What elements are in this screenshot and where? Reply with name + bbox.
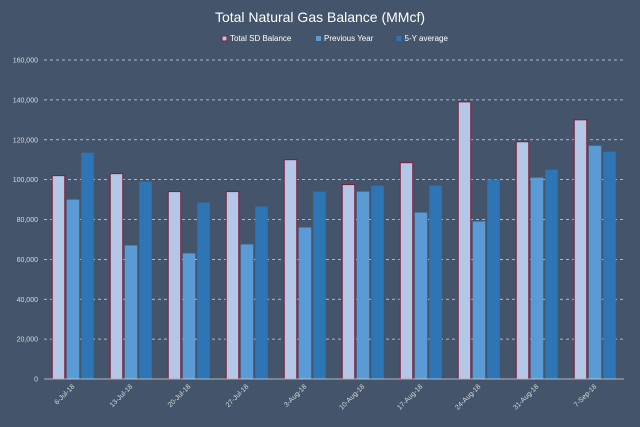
y-tick-label: 160,000: [13, 58, 38, 65]
bar-previous-year: [356, 191, 370, 379]
bar-previous-year: [414, 212, 428, 379]
bar-5-y-average: [255, 206, 268, 379]
x-tick-label: 27-Jul-18: [225, 383, 251, 409]
legend-swatch: [221, 35, 228, 42]
bar-5-y-average: [197, 202, 210, 379]
x-tick-label: 13-Jul-18: [109, 383, 135, 409]
bar-total-sd-balance: [515, 141, 530, 380]
bar-5-y-average: [487, 179, 500, 379]
bar-5-y-average: [313, 191, 326, 379]
legend-label: 5-Y average: [405, 34, 449, 43]
x-tick-label: 17-Aug-18: [396, 383, 424, 411]
legend-label: Total SD Balance: [230, 34, 292, 43]
y-tick-label: 40,000: [17, 297, 39, 304]
x-tick-label: 20-Jul-18: [167, 383, 193, 409]
legend-swatch: [316, 36, 321, 41]
x-tick-label: 31-Aug-18: [512, 383, 540, 411]
y-tick-label: 140,000: [13, 97, 38, 104]
x-tick-label: 24-Aug-18: [454, 383, 482, 411]
bar-total-sd-balance: [399, 162, 414, 380]
bar-previous-year: [66, 199, 80, 379]
bar-total-sd-balance: [225, 191, 240, 380]
bar-total-sd-balance: [573, 119, 588, 380]
x-tick-label: 10-Aug-18: [338, 383, 366, 411]
y-tick-label: 120,000: [13, 137, 38, 144]
chart-title: Total Natural Gas Balance (MMcf): [215, 9, 425, 25]
bar-total-sd-balance: [283, 159, 298, 380]
y-tick-label: 100,000: [13, 177, 38, 184]
y-tick-label: 20,000: [17, 337, 39, 344]
bar-total-sd-balance: [51, 175, 66, 380]
legend-label: Previous Year: [324, 34, 374, 43]
y-tick-label: 60,000: [17, 257, 39, 264]
x-axis-ticks: 6-Jul-18 13-Jul-18 20-Jul-18 27-Jul-18 3-Aug…: [54, 383, 599, 411]
x-tick-label: 3-Aug-18: [283, 383, 308, 408]
bar-total-sd-balance: [167, 191, 182, 380]
bar-previous-year: [240, 244, 254, 379]
y-tick-label: 0: [34, 377, 38, 384]
bar-previous-year: [588, 145, 602, 379]
bar-5-y-average: [139, 181, 152, 379]
bar-total-sd-balance: [109, 173, 124, 380]
bar-5-y-average: [81, 152, 94, 379]
bar-previous-year: [298, 227, 312, 379]
bar-previous-year: [124, 245, 138, 379]
y-axis-ticks: 0 20,000 40,000 60,000 80,000 100,000 120,000 1…: [13, 58, 38, 384]
bar-previous-year: [530, 177, 544, 379]
bar-total-sd-balance: [457, 101, 472, 380]
bar-5-y-average: [545, 169, 558, 379]
bar-previous-year: [472, 221, 486, 379]
bar-5-y-average: [603, 151, 616, 379]
bar-5-y-average: [371, 185, 384, 379]
x-tick-label: 6-Jul-18: [54, 383, 77, 406]
legend: Total SD Balance Previous Year 5-Y average: [221, 34, 449, 43]
bar-previous-year: [182, 253, 196, 379]
y-tick-label: 80,000: [17, 217, 39, 224]
legend-swatch: [396, 36, 402, 41]
bar-5-y-average: [429, 185, 442, 379]
x-tick-label: 7-Sep-18: [573, 383, 598, 408]
bar-total-sd-balance: [341, 184, 356, 380]
bars: [51, 101, 616, 380]
